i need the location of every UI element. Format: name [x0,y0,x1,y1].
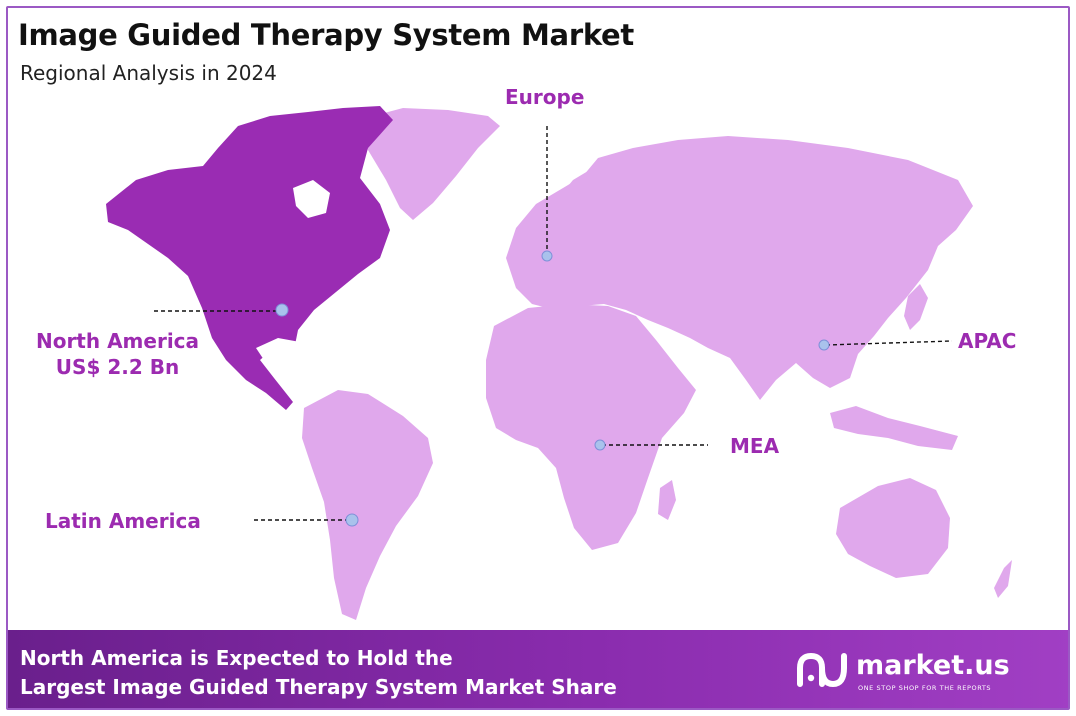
north-america-marker [275,303,289,317]
madagascar-shape [658,480,676,520]
apac-leader-line [825,340,953,346]
mea-marker [594,439,606,451]
apac-marker [818,339,830,351]
footer-line-2: Largest Image Guided Therapy System Mark… [20,675,617,699]
world-map [106,106,1012,620]
north-america-value: US$ 2.2 Bn [55,355,180,379]
footer-line-1: North America is Expected to Hold the [20,646,453,670]
uk-shape [522,220,538,254]
page-subtitle: Regional Analysis in 2024 [20,61,277,85]
hudson-bay [293,180,330,218]
latin-america-marker [345,513,359,527]
footer-banner: North America is Expected to Hold the La… [8,630,1068,708]
apac-label: APAC [958,329,1017,353]
gulf-of-mexico [256,338,300,364]
mea-label: MEA [730,434,780,458]
latin-america-label: Latin America [45,509,201,533]
north-america-shape [106,106,393,410]
australia-shape [836,478,950,578]
south-america-shape [302,390,433,620]
infographic-frame: Image Guided Therapy System Market Regio… [6,6,1070,710]
market-us-logo-icon [797,652,847,688]
scandinavia-shape [548,168,608,236]
page-title: Image Guided Therapy System Market [18,18,634,52]
new-zealand-shape [994,560,1012,598]
southeast-asia-islands [830,406,958,450]
europe-label: Europe [505,85,585,109]
eurasia-shape [506,136,973,400]
brand-tagline: ONE STOP SHOP FOR THE REPORTS [858,684,992,692]
brand-name: market.us [856,650,1010,681]
north-america-label: North America [35,329,200,353]
brand-logo: market.us ONE STOP SHOP FOR THE REPORTS [794,648,1010,696]
europe-marker [541,250,553,262]
greenland-shape [358,108,500,220]
africa-shape [486,304,696,550]
north-america-label-block: North America US$ 2.2 Bn [20,328,215,380]
japan-shape [904,284,928,330]
footer-message: North America is Expected to Hold the La… [20,644,617,702]
